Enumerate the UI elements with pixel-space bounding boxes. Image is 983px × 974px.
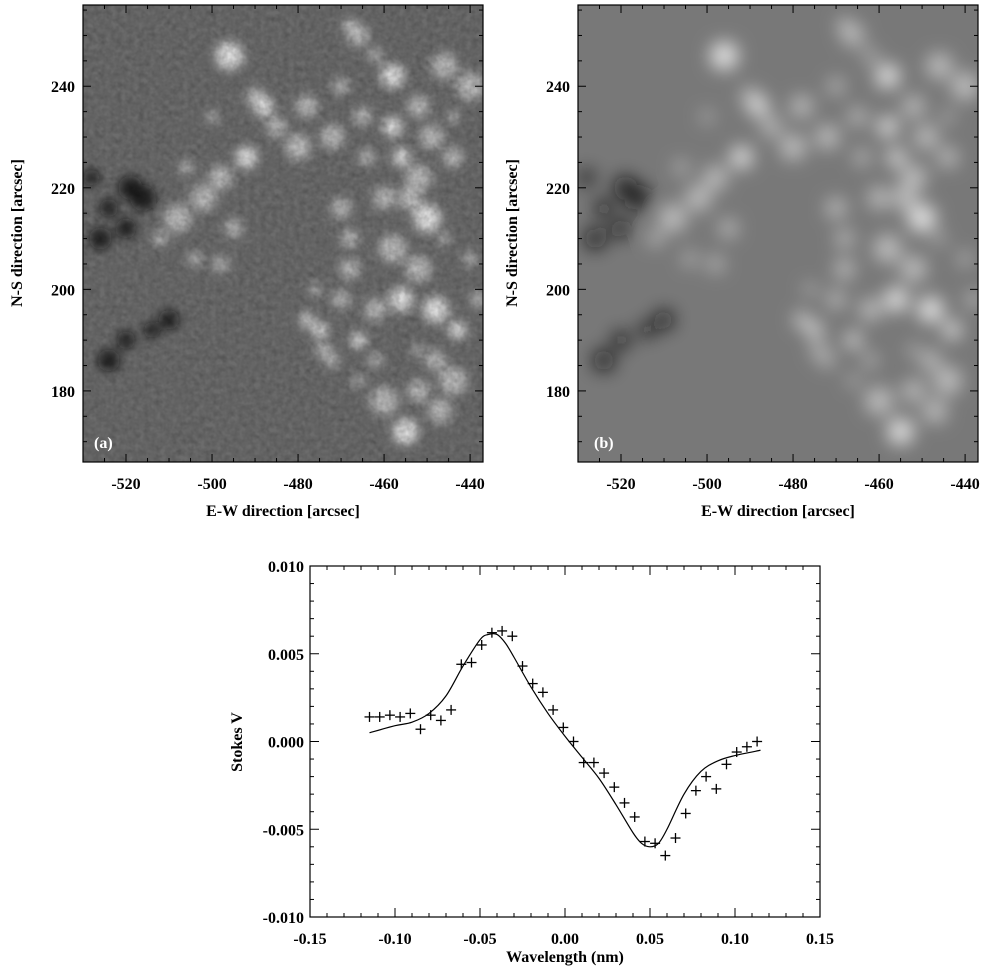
observed-point [527,678,538,689]
x-tick-label: -0.15 [293,931,326,948]
panel-a-xlabel: E-W direction [arcsec] [206,503,360,520]
x-tick-label: -460 [864,476,893,493]
x-tick-label: -500 [197,476,226,493]
observed-point [558,722,569,733]
x-tick-label: -0.10 [378,931,411,948]
observed-point [548,704,559,715]
x-tick-label: 0.00 [551,931,579,948]
observed-point [446,704,457,715]
stokes-plot-frame [309,565,821,918]
observed-point [435,715,446,726]
observed-point [629,811,640,822]
observed-point [670,833,681,844]
x-tick-label: -460 [369,476,398,493]
observed-point [486,627,497,638]
stokes-v-plot: -0.15 -0.10 -0.05 0.00 0.05 0.10 0.15 0.010 0.00… [229,559,834,966]
x-tick-label: -440 [455,476,484,493]
observed-point [619,797,630,808]
panel-a-ylabel: N-S direction [arcsec] [9,159,26,307]
y-tick-label: 200 [51,282,75,299]
panel-a: -520 -500 -480 -460 -440 180 200 220 240 (a) E-W… [9,4,485,520]
panel-b-xlabel: E-W direction [arcsec] [701,503,855,520]
observed-point [690,785,701,796]
panel-b-label: (b) [594,435,614,452]
y-tick-label: 180 [51,384,75,401]
x-tick-label: 0.10 [721,931,749,948]
observed-point [537,687,548,698]
y-tick-label: -0.005 [263,822,304,839]
observed-point [721,759,732,770]
observed-point [466,657,477,668]
observed-point [568,736,579,747]
observed-point [752,736,763,747]
stokes-ylabel: Stokes V [229,712,246,772]
observed-point [578,757,589,768]
x-tick-label: -480 [778,476,807,493]
panel-b: -520 -500 -480 -460 -440 180 200 220 240 (b) E-W… [504,4,980,520]
x-tick-label: -520 [111,476,140,493]
x-tick-label: -440 [950,476,979,493]
observed-point [476,639,487,650]
panel-a-image [83,5,483,462]
observed-point [609,782,620,793]
observed-point [660,850,671,861]
panel-a-label: (a) [94,435,113,452]
observed-point [405,708,416,719]
y-tick-label: -0.010 [263,910,304,927]
observed-point [731,747,742,758]
observed-point [517,661,528,672]
panel-b-image [578,5,978,462]
observed-point [639,836,650,847]
observed-point [364,711,375,722]
stokes-xlabel: Wavelength (nm) [506,949,624,966]
observed-point [701,771,712,782]
y-tick-label: 0.010 [268,559,304,576]
panel-b-frame [577,4,979,463]
observed-point [711,783,722,794]
panel-b-ylabel: N-S direction [arcsec] [504,159,521,307]
observed-point [415,724,426,735]
observed-point [374,711,385,722]
y-tick-label: 0.005 [268,647,304,664]
y-tick-label: 240 [51,79,75,96]
panel-a-frame [82,4,484,463]
y-tick-label: 180 [546,384,570,401]
observed-point [599,768,610,779]
observed-point [384,710,395,721]
observed-point [741,741,752,752]
y-tick-label: 200 [546,282,570,299]
observed-point [507,631,518,642]
x-tick-label: -500 [692,476,721,493]
observed-point [680,808,691,819]
y-tick-label: 240 [546,79,570,96]
observed-point [497,625,508,636]
fit-line [369,632,761,848]
x-tick-label: 0.05 [636,931,664,948]
observed-point [425,710,436,721]
x-tick-label: -480 [283,476,312,493]
y-tick-label: 0.000 [268,735,304,752]
x-tick-label: -0.05 [463,931,496,948]
x-tick-label: -520 [606,476,635,493]
observed-point [650,838,661,849]
observed-point [588,757,599,768]
y-tick-label: 220 [51,181,75,198]
observed-point [395,711,406,722]
observed-point [456,659,467,670]
x-tick-label: 0.15 [806,931,834,948]
y-tick-label: 220 [546,181,570,198]
